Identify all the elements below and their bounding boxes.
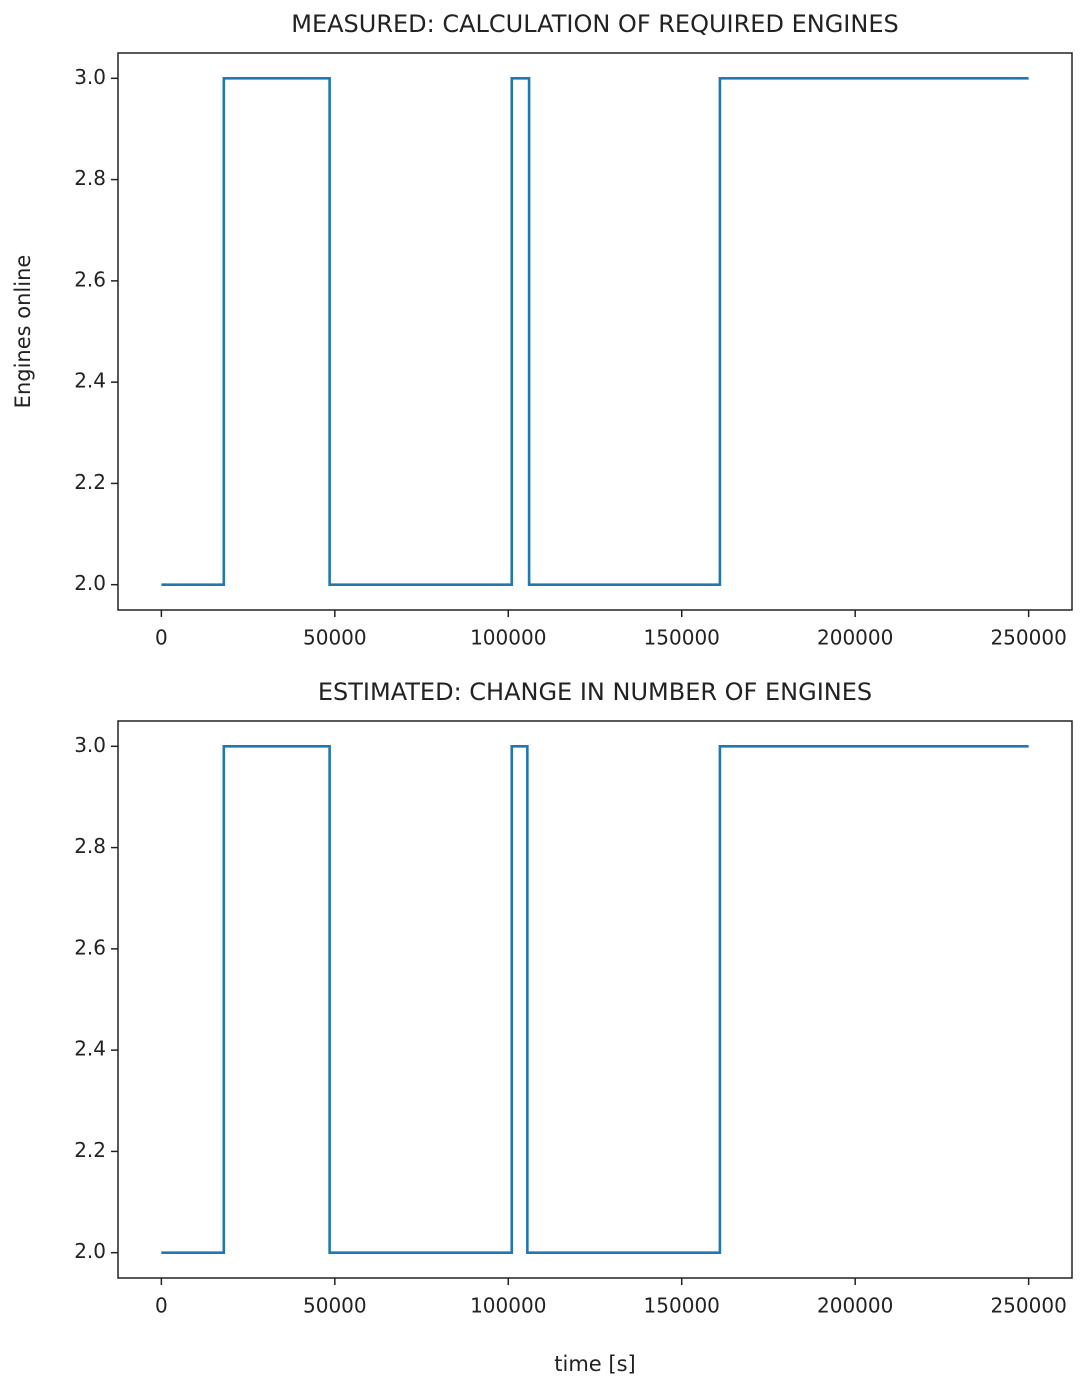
x-tick-label: 150000 [644,626,720,650]
x-tick-label: 200000 [817,626,893,650]
x-tick-label: 100000 [470,626,546,650]
x-tick-label: 0 [155,1294,168,1318]
data-line [161,745,1029,1254]
x-tick-label: 0 [155,626,168,650]
x-tick-label: 200000 [817,1294,893,1318]
y-tick-label: 2.2 [74,1138,106,1162]
y-tick-label: 3.0 [74,65,106,89]
data-line [161,77,1029,586]
y-tick-label: 2.0 [74,571,106,595]
x-tick-label: 250000 [990,1294,1066,1318]
plot-frame [117,52,1073,611]
y-tick-label: 2.4 [74,369,106,393]
y-tick-label: 2.8 [74,166,106,190]
y-tick-label: 2.6 [74,935,106,959]
y-tick-label: 3.0 [74,733,106,757]
x-tick-label: 250000 [990,626,1066,650]
y-tick-label: 2.2 [74,470,106,494]
x-tick-label: 100000 [470,1294,546,1318]
chart-title: MEASURED: CALCULATION OF REQUIRED ENGINE… [291,10,898,38]
x-tick-label: 50000 [303,1294,367,1318]
x-axis-label: time [s] [554,1352,635,1376]
chart-title: ESTIMATED: CHANGE IN NUMBER OF ENGINES [318,678,872,706]
x-tick-label: 50000 [303,626,367,650]
plot-frame [117,720,1073,1279]
x-tick-label: 150000 [644,1294,720,1318]
y-tick-label: 2.4 [74,1037,106,1061]
y-tick-label: 2.0 [74,1239,106,1263]
y-axis-label: Engines online [11,255,35,409]
y-tick-label: 2.6 [74,267,106,291]
y-tick-label: 2.8 [74,834,106,858]
